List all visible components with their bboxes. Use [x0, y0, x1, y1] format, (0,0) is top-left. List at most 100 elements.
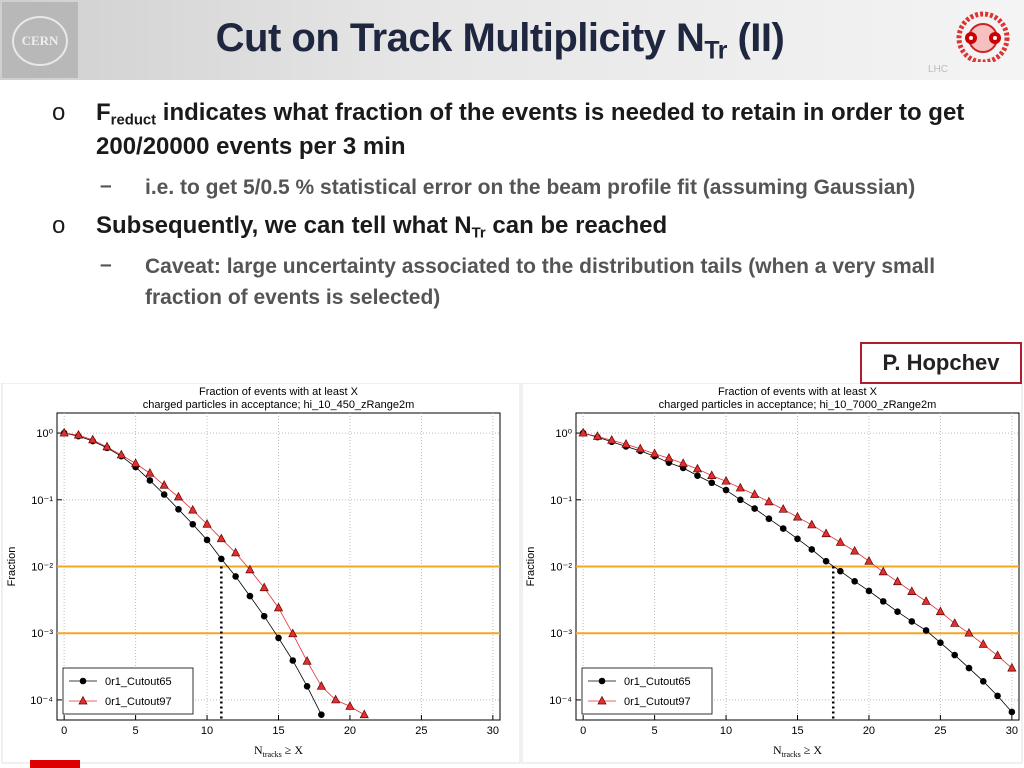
x-axis-label-part: ≥ X	[801, 743, 823, 757]
author-box: P. Hopchev	[860, 342, 1022, 384]
title-subscript: Tr	[704, 37, 727, 65]
data-marker	[992, 650, 1003, 660]
data-marker	[359, 709, 369, 719]
x-tick-label: 25	[415, 725, 427, 737]
data-marker	[922, 627, 930, 634]
bullet-marker: –	[100, 253, 112, 276]
x-tick-label: 20	[344, 725, 356, 737]
x-axis-label-part: N	[254, 743, 263, 757]
bullet-marker: –	[100, 174, 112, 197]
data-marker	[288, 628, 298, 638]
text: can be reached	[485, 212, 668, 239]
data-marker	[1007, 662, 1017, 672]
data-marker	[59, 427, 69, 437]
data-marker	[821, 528, 831, 538]
data-marker	[245, 564, 255, 574]
data-marker	[73, 429, 84, 439]
title-part: Cut on Track Multiplicity N	[215, 16, 705, 60]
data-marker	[707, 470, 717, 480]
x-axis-label-part: ≥ X	[282, 743, 304, 757]
title-part: (II)	[726, 16, 785, 60]
cern-logo: CERN	[2, 2, 78, 78]
y-tick-label: 10⁻¹	[31, 495, 53, 507]
data-marker	[692, 463, 703, 473]
data-marker	[145, 468, 155, 477]
data-marker	[808, 546, 816, 553]
data-marker	[864, 555, 874, 565]
x-tick-label: 10	[720, 725, 732, 737]
lhc-logo	[956, 11, 1010, 62]
data-marker	[694, 472, 701, 479]
data-marker	[721, 475, 731, 485]
x-axis-label: Ntracks ≥ X	[254, 743, 303, 759]
data-marker	[921, 596, 931, 605]
data-marker	[189, 520, 197, 528]
legend-label: 0r1_Cutout97	[624, 696, 691, 708]
bullet-marker: o	[52, 99, 66, 126]
data-marker	[173, 491, 184, 501]
charts: Fraction of events with at least X charge…	[1, 383, 1023, 768]
subscript: reduct	[110, 112, 157, 129]
y-tick-label: 10⁰	[36, 428, 53, 440]
data-marker	[751, 505, 758, 512]
x-tick-label: 25	[934, 725, 946, 737]
data-marker	[950, 618, 960, 627]
header: CERN Cut on Track Multiplicity NTr (II) …	[0, 0, 1024, 80]
x-tick-label: 30	[487, 725, 499, 737]
data-marker	[735, 482, 745, 492]
data-marker	[737, 496, 744, 504]
data-marker	[131, 458, 141, 467]
bullet-marker: o	[52, 212, 66, 239]
data-marker	[664, 452, 674, 462]
data-marker	[894, 608, 901, 616]
y-tick-label: 10⁻²	[550, 562, 572, 574]
data-marker	[878, 566, 888, 576]
logo-text: CERN	[12, 16, 68, 66]
x-axis-label-part: tracks	[782, 750, 801, 759]
series-line	[64, 432, 365, 716]
data-marker	[302, 655, 312, 665]
x-axis-label: Ntracks ≥ X	[773, 743, 822, 759]
bullet: o Freduct indicates what fraction of the …	[52, 96, 992, 164]
chart-title: charged particles in acceptance; hi_10_7…	[659, 399, 937, 411]
data-marker	[316, 681, 326, 690]
sub-bullet: – i.e. to get 5/0.5 % statistical error o…	[96, 172, 992, 203]
data-marker	[578, 427, 588, 437]
chart-title: Fraction of events with at least X	[199, 386, 359, 398]
y-axis-label: Fraction	[6, 547, 18, 587]
x-tick-label: 5	[652, 725, 658, 737]
data-marker	[837, 567, 844, 575]
data-marker	[994, 692, 1001, 700]
data-marker	[79, 677, 87, 685]
legend-label: 0r1_Cutout65	[105, 676, 172, 688]
data-marker	[937, 639, 944, 647]
data-marker	[160, 491, 168, 498]
y-tick-label: 10⁻³	[550, 628, 572, 640]
data-marker	[908, 618, 916, 625]
data-marker	[597, 695, 607, 705]
data-marker	[750, 489, 760, 498]
data-marker	[318, 711, 325, 719]
footer-mark	[30, 760, 80, 768]
data-marker	[345, 701, 355, 710]
data-marker	[807, 519, 817, 529]
data-marker	[607, 435, 617, 444]
logo-text: LHC	[928, 64, 949, 75]
data-marker	[275, 634, 282, 642]
data-marker	[792, 511, 803, 521]
text: Caveat: large uncertainty associated to …	[145, 255, 936, 309]
data-marker	[621, 439, 631, 448]
data-marker	[202, 518, 212, 528]
data-marker	[965, 664, 973, 672]
data-marker	[892, 576, 903, 586]
data-marker	[246, 592, 254, 600]
data-marker	[951, 651, 958, 659]
x-tick-label: 10	[201, 725, 213, 737]
data-marker	[650, 448, 660, 458]
data-marker	[289, 657, 297, 664]
data-marker	[779, 525, 787, 532]
x-tick-label: 15	[272, 725, 284, 737]
y-tick-label: 10⁻²	[31, 562, 53, 574]
data-marker	[907, 586, 917, 595]
